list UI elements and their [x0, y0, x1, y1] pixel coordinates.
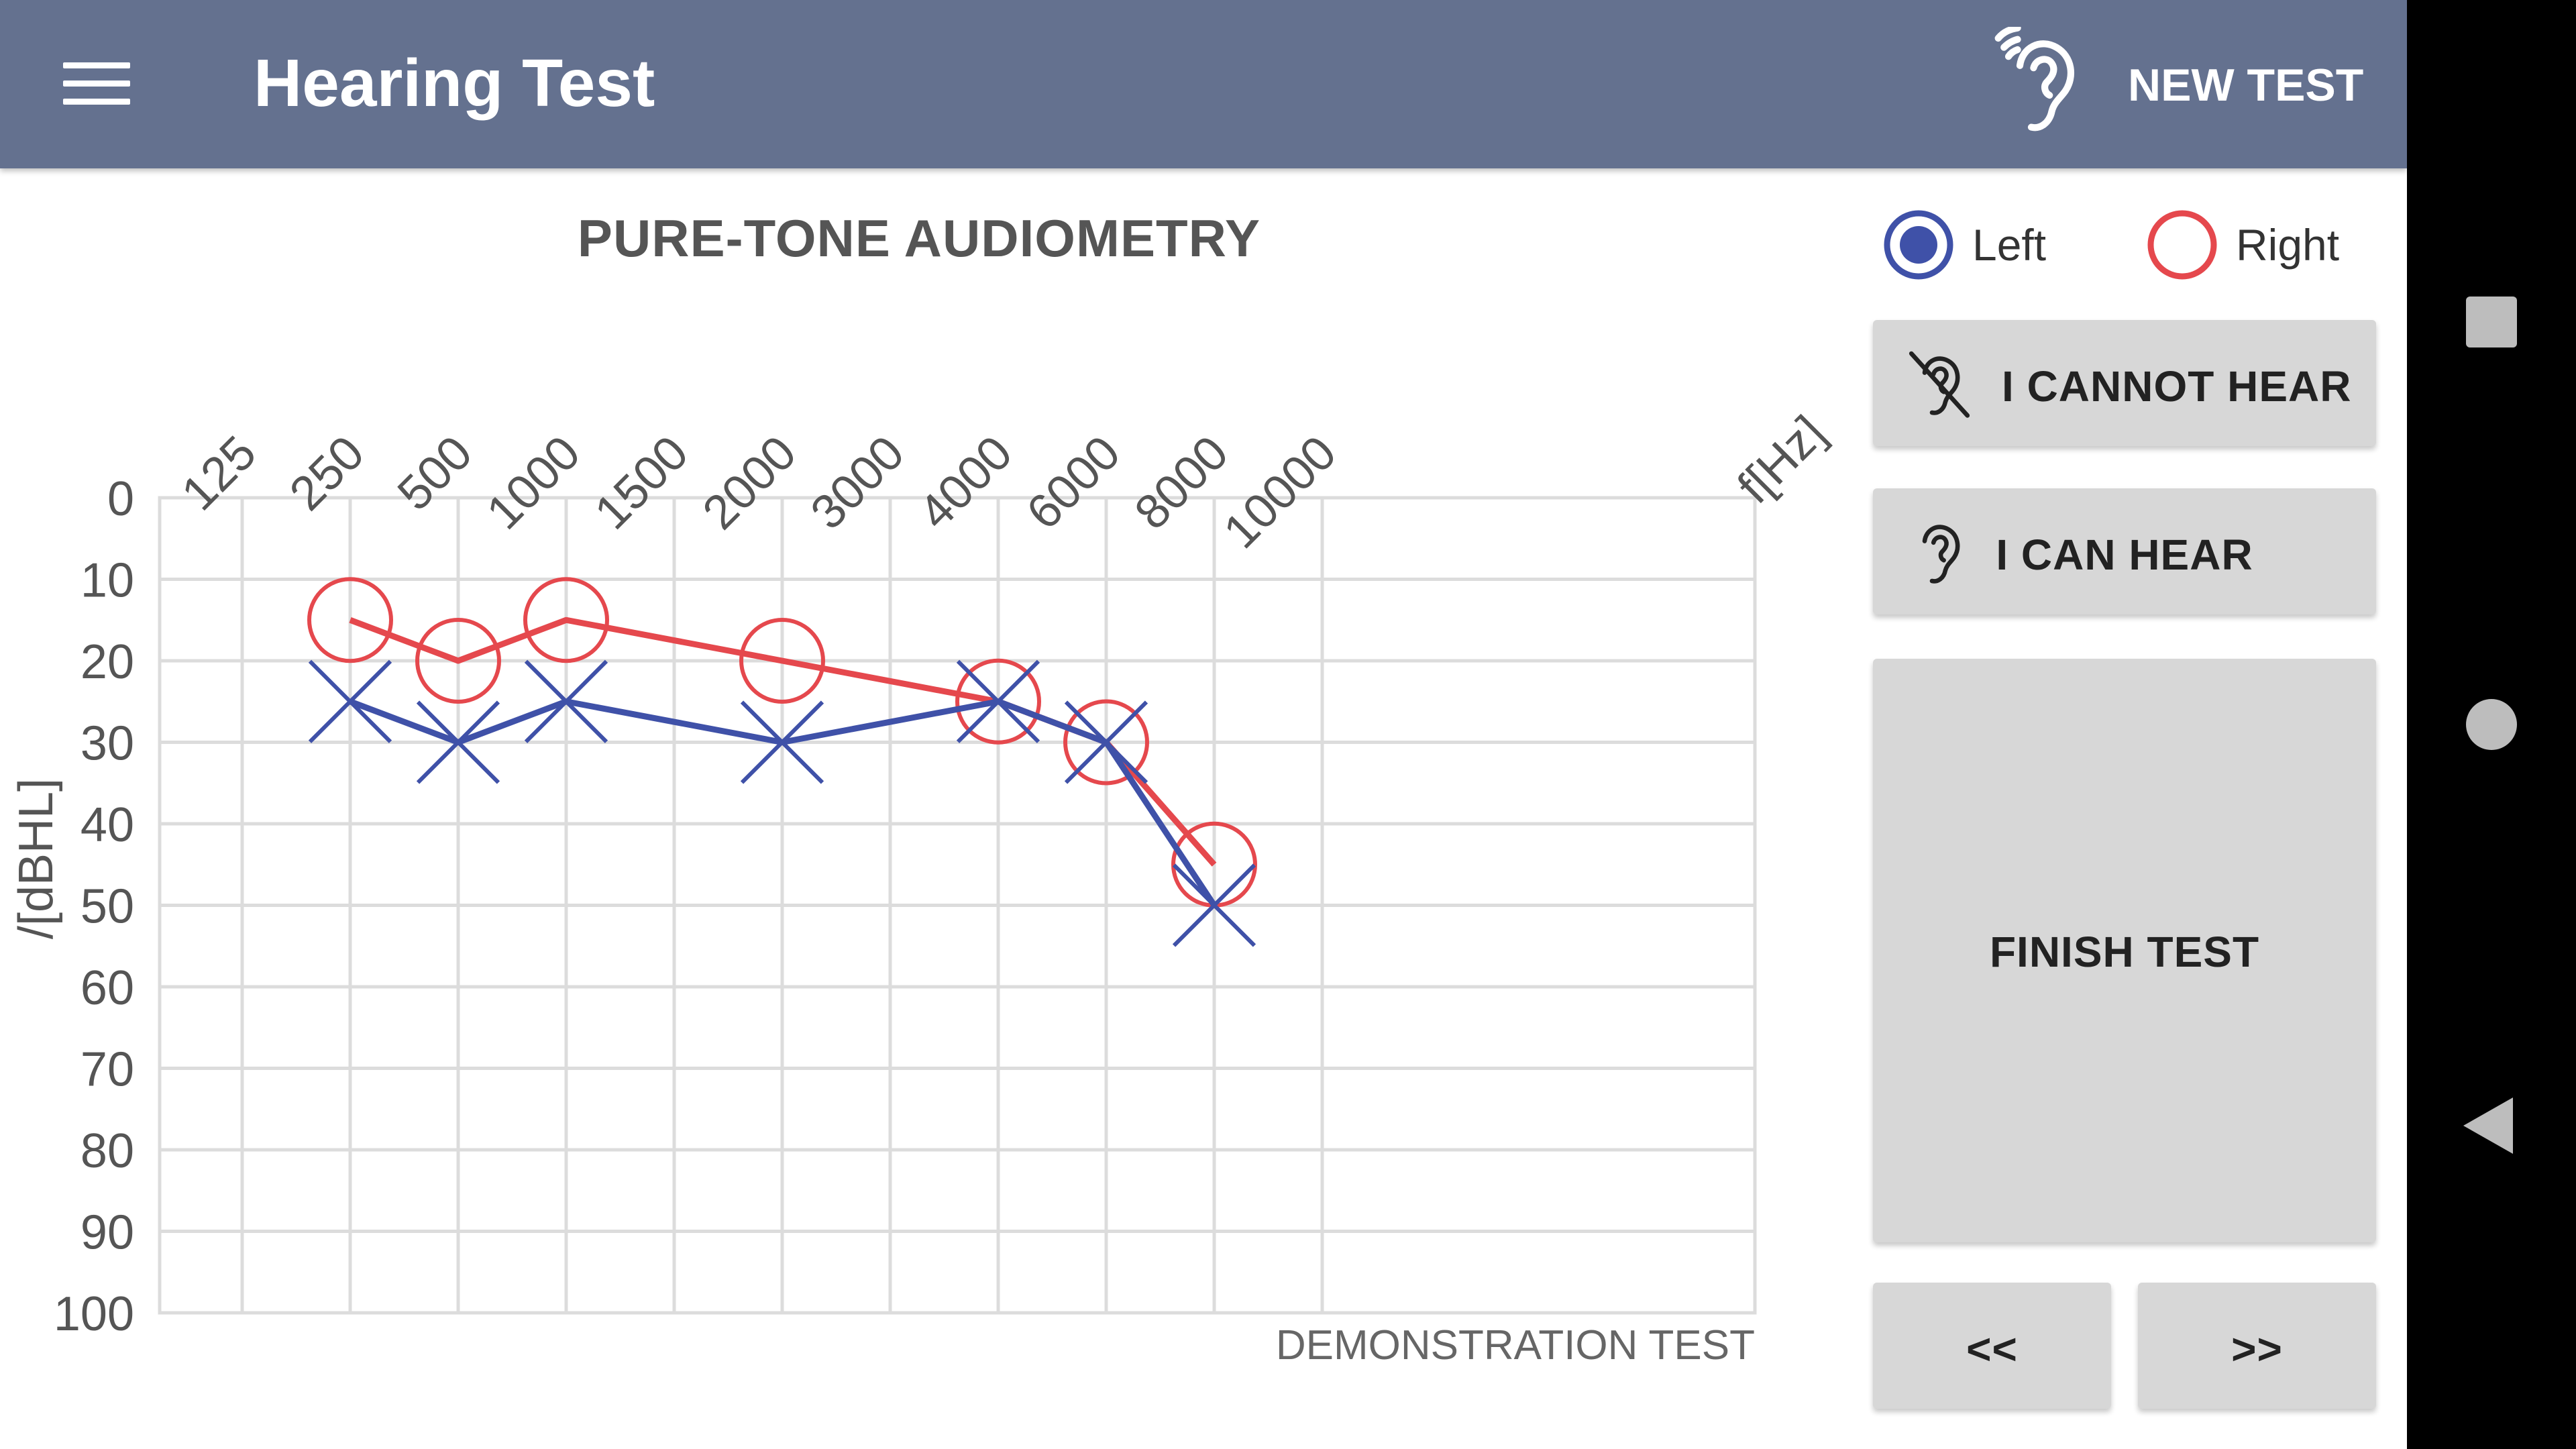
x-tick-label: 250	[280, 426, 375, 521]
recents-button[interactable]	[2407, 255, 2576, 389]
legend-left-radio[interactable]: Left	[1882, 205, 2103, 285]
ear-sound-icon	[1994, 27, 2075, 131]
left-ear-cross-marker	[1064, 700, 1148, 784]
next-label: >>	[2231, 1325, 2283, 1373]
left-ear-cross-marker	[524, 659, 608, 743]
system-navigation-bar	[2407, 0, 2576, 1449]
x-tick-label: 1500	[584, 426, 698, 540]
previous-label: <<	[1966, 1325, 2018, 1373]
cannot-hear-button[interactable]: I CANNOT HEAR	[1873, 320, 2376, 446]
x-tick-label: 10000	[1214, 426, 1346, 559]
recents-square-icon	[2466, 297, 2517, 347]
y-tick-label: 0	[107, 472, 134, 526]
left-ear-cross-marker	[740, 700, 824, 784]
can-hear-label: I CAN HEAR	[1996, 531, 2253, 579]
previous-button[interactable]: <<	[1873, 1283, 2111, 1409]
home-circle-icon	[2466, 699, 2517, 750]
app-bar: Hearing Test NEW TEST	[0, 0, 2407, 168]
left-ear-cross-marker	[1172, 863, 1256, 947]
y-tick-label: 40	[80, 798, 134, 852]
radio-unselected-icon	[2147, 210, 2217, 280]
y-tick-label: 90	[80, 1206, 134, 1260]
finish-test-label: FINISH TEST	[1989, 928, 2260, 976]
x-tick-label: 3000	[800, 426, 914, 540]
right-ear-circle-marker	[739, 618, 825, 704]
x-tick-label: 6000	[1016, 426, 1130, 540]
next-button[interactable]: >>	[2138, 1283, 2376, 1409]
new-test-button[interactable]: NEW TEST	[1979, 20, 2381, 148]
left-ear-cross-marker	[956, 659, 1040, 743]
finish-test-button[interactable]: FINISH TEST	[1873, 659, 2376, 1242]
x-tick-label: 125	[172, 426, 267, 521]
new-test-label: NEW TEST	[2128, 60, 2364, 111]
ear-off-icon	[1909, 351, 1970, 418]
left-ear-cross-marker	[416, 700, 500, 784]
right-ear-circle-marker	[1063, 699, 1149, 786]
x-tick-label: 500	[388, 426, 483, 521]
home-button[interactable]	[2407, 657, 2576, 792]
ear-icon	[1922, 525, 1960, 584]
legend-right-label: Right	[2236, 220, 2340, 270]
legend-right-radio[interactable]: Right	[2145, 205, 2373, 285]
y-tick-label: 100	[54, 1287, 134, 1341]
y-tick-label: 80	[80, 1124, 134, 1178]
y-tick-label: 30	[80, 717, 134, 771]
back-button[interactable]	[2407, 1059, 2576, 1193]
x-tick-label: 2000	[692, 426, 806, 540]
y-tick-label: 20	[80, 635, 134, 689]
demonstration-note: DEMONSTRATION TEST	[1276, 1322, 1755, 1368]
can-hear-button[interactable]: I CAN HEAR	[1873, 488, 2376, 614]
right-ear-circle-marker	[523, 577, 609, 663]
app-screen: Hearing Test NEW TEST PURE-TONE AUDIOMET…	[0, 0, 2407, 1409]
audiogram-chart: 0 10 20 30 40 50 60 70 80 90 100 125 250 500100015002…	[9, 406, 1835, 1368]
y-tick-label: 60	[80, 961, 134, 1015]
x-tick-label: 1000	[476, 426, 590, 540]
cannot-hear-label: I CANNOT HEAR	[2002, 362, 2352, 411]
legend-left-label: Left	[1972, 220, 2047, 270]
hamburger-menu-icon[interactable]	[46, 47, 146, 121]
y-axis-label: /[dBHL]	[9, 778, 63, 939]
right-ear-circle-marker	[307, 577, 393, 663]
radio-selected-icon	[1884, 210, 1953, 280]
left-ear-cross-marker	[308, 659, 392, 743]
y-tick-label: 10	[80, 554, 134, 608]
right-ear-circle-marker	[955, 658, 1041, 745]
x-tick-label: 4000	[908, 426, 1022, 540]
chart-title: PURE-TONE AUDIOMETRY	[577, 209, 1261, 268]
right-ear-circle-marker	[415, 618, 501, 704]
y-tick-label: 70	[80, 1043, 134, 1097]
y-tick-label: 50	[80, 880, 134, 934]
back-triangle-icon	[2463, 1097, 2513, 1154]
app-title: Hearing Test	[254, 46, 655, 121]
